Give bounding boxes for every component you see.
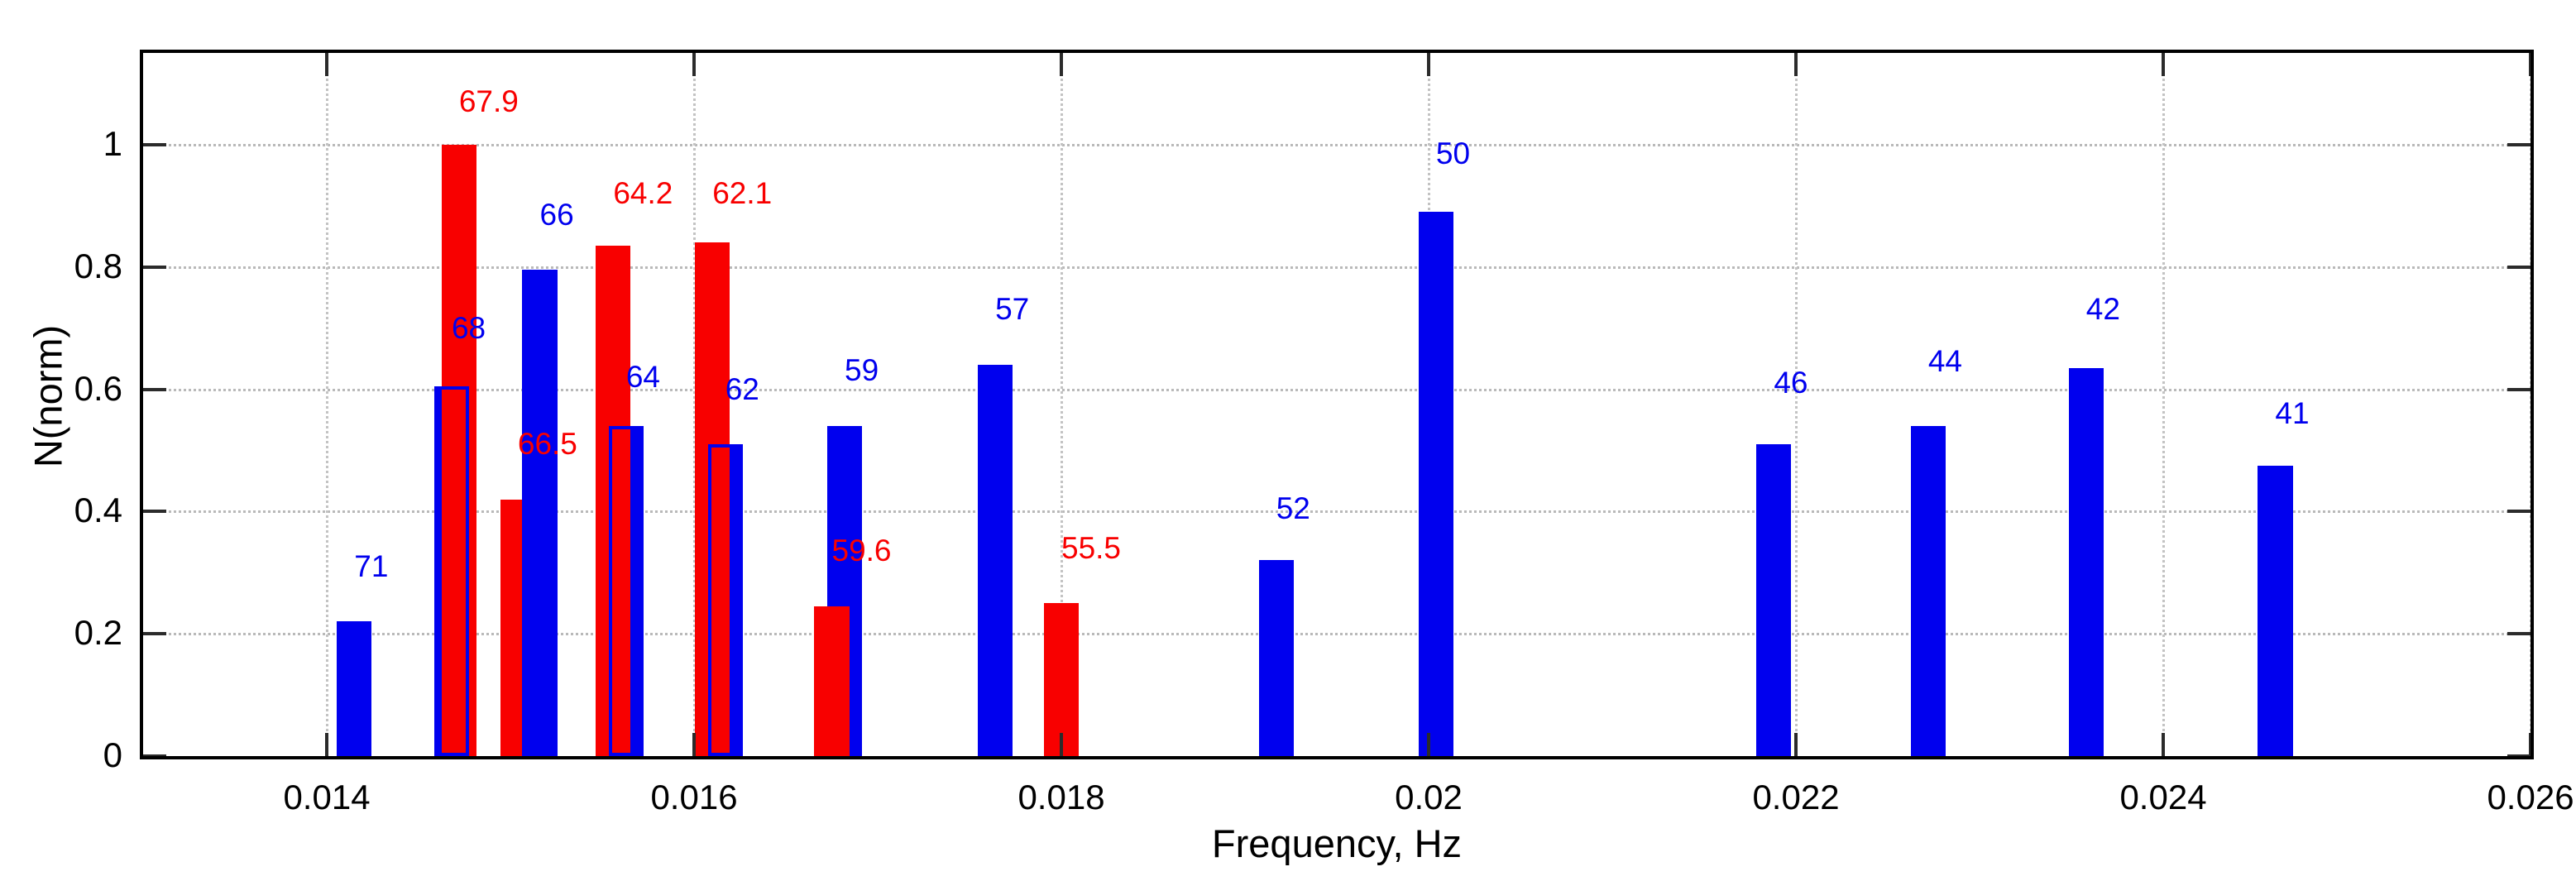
v-gridline	[693, 53, 696, 756]
x-tick-mark	[1427, 733, 1430, 756]
y-tick-mark-right	[2507, 142, 2531, 146]
v-gridline	[2162, 53, 2165, 756]
x-tick-label: 0.026	[2487, 778, 2574, 816]
x-tick-mark-top	[1427, 53, 1430, 76]
bar-value-label: 71	[354, 548, 389, 583]
red-series-bar	[441, 144, 476, 756]
x-tick-mark	[1060, 733, 1063, 756]
x-tick-label: 0.022	[1752, 778, 1840, 816]
red-series-bar	[596, 245, 631, 756]
bar-value-label: 55.5	[1061, 530, 1122, 565]
y-tick-mark	[143, 142, 166, 146]
y-tick-mark-right	[2507, 265, 2531, 269]
x-tick-label: 0.018	[1017, 778, 1105, 816]
blue-series-bar	[1910, 425, 1946, 756]
x-tick-mark-top	[2162, 53, 2165, 76]
red-series-bar	[1043, 603, 1080, 756]
x-tick-mark	[2162, 733, 2165, 756]
bar-value-label: 66	[539, 197, 574, 232]
bar-value-label: 66.5	[517, 427, 577, 462]
blue-series-bar	[1756, 444, 1792, 756]
x-tick-mark-top	[325, 53, 328, 76]
bar-value-label: 42	[2085, 292, 2120, 327]
blue-series-bar	[522, 270, 558, 756]
x-tick-label: 0.024	[2119, 778, 2207, 816]
x-tick-mark-top	[1060, 53, 1063, 76]
bar-value-label: 59	[845, 353, 879, 388]
x-tick-label: 0.02	[1395, 778, 1463, 816]
v-gridline	[1061, 53, 1063, 756]
x-tick-mark-top	[1794, 53, 1798, 76]
bar-value-label: 68	[451, 310, 486, 345]
bar-value-label: 59.6	[831, 534, 892, 568]
blue-series-bar	[2258, 465, 2293, 756]
red-series-bar	[695, 242, 730, 756]
y-tick-mark-right	[2507, 632, 2531, 636]
bar-value-label: 67.9	[458, 84, 519, 119]
y-tick-mark	[143, 265, 166, 269]
h-gridline	[143, 266, 2531, 269]
bar-value-label: 62	[725, 371, 759, 406]
h-gridline	[143, 633, 2531, 636]
y-tick-label: 0	[103, 735, 122, 775]
y-tick-label: 0.6	[74, 368, 122, 408]
red-series-bar	[814, 606, 850, 756]
h-gridline	[143, 143, 2531, 146]
y-tick-mark-right	[2507, 510, 2531, 514]
x-tick-mark	[325, 733, 328, 756]
blue-series-bar	[2068, 367, 2104, 756]
y-tick-mark	[143, 387, 166, 391]
bar-value-label: 62.1	[712, 176, 773, 210]
v-gridline	[1795, 53, 1798, 756]
x-tick-label: 0.016	[650, 778, 738, 816]
blue-series-bar	[1418, 212, 1453, 756]
bar-value-label: 57	[995, 292, 1030, 327]
plot-border	[140, 50, 2534, 759]
blue-series-bar	[337, 621, 372, 756]
h-gridline	[143, 388, 2531, 391]
x-tick-mark	[1794, 733, 1798, 756]
y-tick-mark	[143, 632, 166, 636]
y-tick-label: 0.8	[74, 246, 122, 285]
y-tick-mark	[143, 510, 166, 514]
x-tick-mark	[692, 733, 696, 756]
x-axis-title: Frequency, Hz	[1211, 821, 1463, 865]
x-tick-label: 0.014	[283, 778, 371, 816]
blue-series-bar	[1258, 560, 1294, 756]
v-gridline	[326, 53, 328, 756]
blue-series-bar-outline	[608, 425, 644, 756]
bar-value-label: 50	[1435, 136, 1471, 170]
y-tick-label: 1	[103, 123, 122, 163]
blue-series-bar-outline	[707, 444, 743, 756]
bar-value-label: 64	[625, 359, 661, 394]
bar-value-label: 44	[1927, 344, 1962, 379]
h-gridline	[143, 510, 2531, 514]
bar-value-label: 52	[1276, 491, 1310, 525]
y-tick-mark-right	[2507, 387, 2531, 391]
bar-value-label: 41	[2275, 396, 2310, 431]
bar-value-label: 46	[1774, 366, 1808, 400]
y-tick-label: 0.2	[74, 613, 122, 653]
y-tick-label: 0.4	[74, 491, 122, 530]
blue-series-bar	[977, 364, 1013, 756]
x-tick-mark-top	[692, 53, 696, 76]
blue-series-bar-outline	[433, 385, 470, 756]
bar-value-label: 64.2	[613, 176, 673, 210]
